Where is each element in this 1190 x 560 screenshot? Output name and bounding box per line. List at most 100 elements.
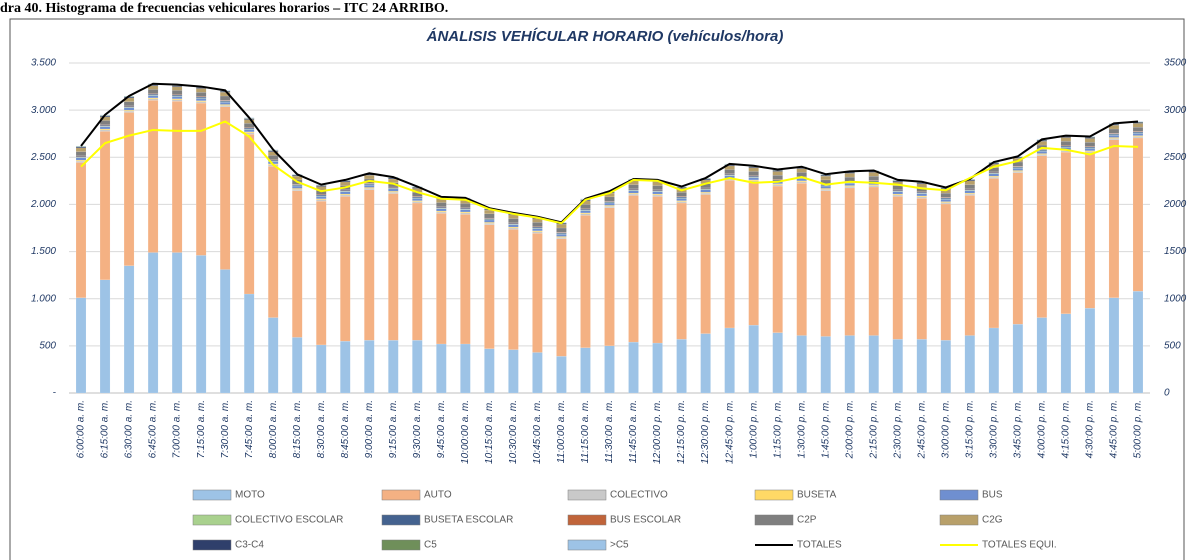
bar-segment bbox=[772, 185, 783, 333]
x-tick-label: 2:00:00 p. m. bbox=[844, 400, 855, 459]
x-tick-label: 10:30:00 a. m. bbox=[508, 400, 519, 464]
bar-segment bbox=[292, 190, 303, 338]
x-tick-label: 10:15:00 a. m. bbox=[484, 400, 495, 464]
bar-segment bbox=[532, 233, 543, 353]
x-tick-label: 12:00:00 p. m. bbox=[652, 400, 663, 464]
bar-segment bbox=[1012, 167, 1024, 171]
bar-segment bbox=[580, 215, 591, 348]
legend-label: BUSETA bbox=[797, 490, 837, 501]
legend-label: BUS ESCOLAR bbox=[610, 515, 681, 526]
bar-segment bbox=[652, 191, 663, 195]
legend-swatch bbox=[192, 489, 232, 501]
x-tick-label: 8:45:00 a. m. bbox=[340, 400, 351, 458]
bar-segment bbox=[388, 340, 399, 394]
x-tick-label: 1:45:00 p. m. bbox=[820, 400, 831, 458]
bar-segment bbox=[532, 231, 543, 234]
bar-segment bbox=[748, 177, 759, 181]
bar-segment bbox=[99, 120, 111, 125]
bar-segment bbox=[219, 101, 231, 105]
bar-segment bbox=[628, 193, 639, 196]
y2-tick-label: 3500 bbox=[1164, 58, 1187, 69]
y2-tick-label: 500 bbox=[1164, 340, 1181, 351]
bar-segment bbox=[1108, 139, 1120, 298]
bar-segment bbox=[532, 222, 543, 227]
bar-segment bbox=[316, 196, 327, 199]
bar-segment bbox=[700, 333, 711, 394]
bar-segment bbox=[1132, 126, 1144, 132]
bar-segment bbox=[988, 176, 1000, 179]
bar-segment bbox=[147, 100, 159, 253]
bar-segment bbox=[1060, 313, 1072, 394]
x-tick-label: 9:00:00 a. m. bbox=[364, 400, 375, 458]
bar-segment bbox=[195, 92, 207, 97]
bar-segment bbox=[676, 201, 687, 204]
bar-segment bbox=[844, 183, 855, 186]
bar-segment bbox=[1012, 324, 1024, 394]
bar-segment bbox=[195, 101, 207, 104]
bar-segment bbox=[123, 109, 135, 112]
bar-segment bbox=[388, 193, 399, 341]
bar-segment bbox=[508, 224, 519, 228]
legend-swatch bbox=[754, 514, 794, 526]
bar-segment bbox=[916, 339, 927, 394]
bar-segment bbox=[916, 193, 927, 197]
bar-segment bbox=[796, 181, 807, 184]
bar-segment bbox=[147, 252, 159, 394]
bar-segment bbox=[1132, 136, 1144, 139]
bar-segment bbox=[724, 169, 735, 174]
x-tick-label: 11:45:00 a. m. bbox=[628, 400, 639, 463]
x-tick-label: 7:15:00 a. m. bbox=[196, 400, 207, 458]
legend-label: C2G bbox=[982, 515, 1003, 526]
legend-swatch bbox=[381, 539, 421, 551]
x-tick-label: 11:30:00 a. m. bbox=[604, 400, 615, 463]
bar-segment bbox=[676, 202, 687, 340]
bar-segment bbox=[1060, 151, 1072, 314]
bar-segment bbox=[964, 190, 975, 194]
legend-swatch bbox=[939, 489, 979, 501]
bar-segment bbox=[940, 192, 951, 198]
bar-segment bbox=[244, 293, 255, 394]
bar-segment bbox=[1132, 123, 1144, 128]
bar-segment bbox=[340, 196, 351, 342]
bar-segment bbox=[796, 172, 807, 177]
bar-segment bbox=[1060, 137, 1072, 142]
bar-segment bbox=[868, 172, 879, 177]
bar-segment bbox=[964, 195, 975, 336]
legend-label: MOTO bbox=[235, 490, 265, 501]
bar-segment bbox=[844, 186, 855, 189]
x-tick-label: 2:45:00 p. m. bbox=[916, 400, 927, 459]
legend-label: TOTALES bbox=[797, 540, 842, 551]
x-tick-label: 12:30:00 p. m. bbox=[700, 400, 711, 464]
bar-segment bbox=[340, 194, 351, 197]
bar-segment bbox=[772, 332, 783, 394]
bar-segment bbox=[988, 173, 1000, 177]
bar-segment bbox=[99, 279, 111, 394]
x-tick-label: 3:30:00 p. m. bbox=[988, 400, 999, 458]
bar-segment bbox=[460, 212, 471, 215]
bar-segment bbox=[1108, 138, 1120, 140]
bar-segment bbox=[436, 211, 447, 214]
bar-segment bbox=[364, 188, 375, 190]
y-tick-label: 2.000 bbox=[30, 199, 56, 210]
bar-segment bbox=[844, 176, 855, 182]
x-tick-label: 6:00:00 a. m. bbox=[76, 400, 87, 458]
bar-segment bbox=[772, 171, 783, 176]
bar-segment bbox=[724, 180, 735, 329]
x-tick-label: 4:00:00 p. m. bbox=[1037, 400, 1048, 458]
bar-segment bbox=[748, 167, 759, 172]
bar-segment bbox=[556, 227, 567, 233]
bar-segment bbox=[147, 89, 159, 94]
x-tick-label: 8:00:00 a. m. bbox=[268, 400, 279, 458]
bar-segment bbox=[772, 184, 783, 187]
bar-segment bbox=[796, 183, 807, 336]
bar-segment bbox=[1036, 151, 1048, 154]
legend-label: COLECTIVO bbox=[610, 490, 668, 501]
bar-segment bbox=[171, 101, 183, 253]
legend-label: AUTO bbox=[424, 490, 452, 501]
bar-segment bbox=[436, 343, 447, 394]
x-tick-label: 6:30:00 a. m. bbox=[124, 400, 135, 458]
bar-segment bbox=[532, 228, 543, 231]
bar-segment bbox=[1132, 133, 1144, 136]
bar-segment bbox=[556, 238, 567, 357]
bar-segment bbox=[1108, 128, 1120, 134]
